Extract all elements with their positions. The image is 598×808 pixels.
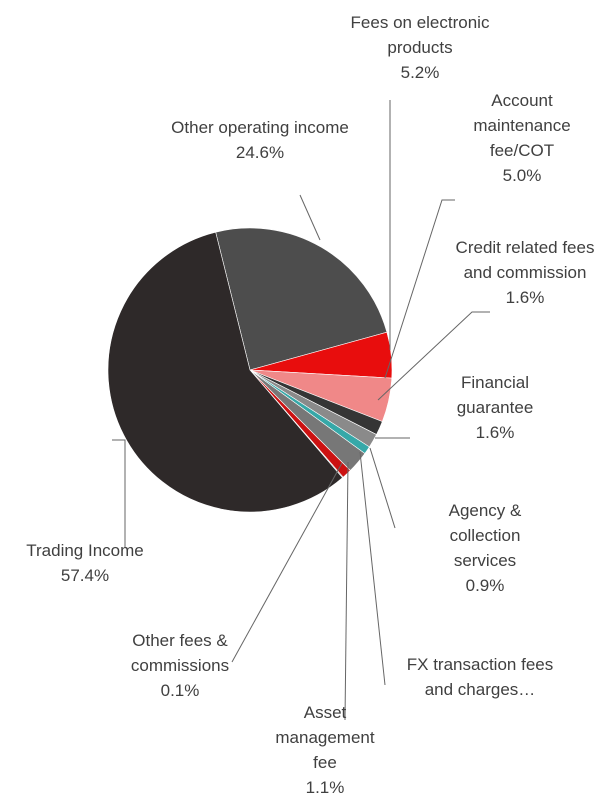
category-label: Account maintenance fee/COT [473,91,571,160]
leader-lines [112,100,490,721]
leader-line [299,194,321,241]
category-label: Other fees & commissions [130,631,230,675]
value-label: 1.6% [475,423,515,442]
category-label: Agency & collection services [448,501,522,570]
slice-label: Other operating income 24.6% [170,115,350,165]
slice-label: Asset management fee 1.1% [265,700,385,800]
slice-label: Agency & collection services 0.9% [430,498,540,598]
pie-slice [107,231,343,513]
value-label: 5.0% [502,166,542,185]
value-label: 0.9% [465,576,505,595]
value-label: 1.1% [305,778,345,797]
leader-line [359,451,386,686]
slice-label: Other fees & commissions 0.1% [100,628,260,703]
value-label: 57.4% [60,566,110,585]
value-label: 5.2% [400,63,440,82]
pie-slice [215,227,388,371]
slice-label: Financial guarantee 1.6% [440,370,550,445]
category-label: FX transaction fees and charges… [406,655,554,699]
slice-label: Account maintenance fee/COT 5.0% [462,88,582,188]
category-label: Financial guarantee [456,373,534,417]
slice-label: FX transaction fees and charges… [405,652,555,702]
category-label: Fees on electronic products [350,13,490,57]
value-label: 0.1% [160,681,200,700]
leader-line [231,462,343,663]
leader-line [377,311,490,401]
category-label: Trading Income [26,541,144,560]
value-label: 1.6% [505,288,545,307]
leader-line [112,439,126,548]
slice-label: Credit related fees and commission 1.6% [450,235,598,310]
category-label: Asset management fee [275,703,375,772]
leader-line [369,447,396,529]
slice-label: Trading Income 57.4% [0,538,170,588]
value-label: 24.6% [235,143,285,162]
category-label: Credit related fees and commission [455,238,595,282]
category-label: Other operating income [171,118,349,137]
leader-line [344,461,349,721]
leader-line [384,199,455,379]
slice-label: Fees on electronic products 5.2% [335,10,505,85]
